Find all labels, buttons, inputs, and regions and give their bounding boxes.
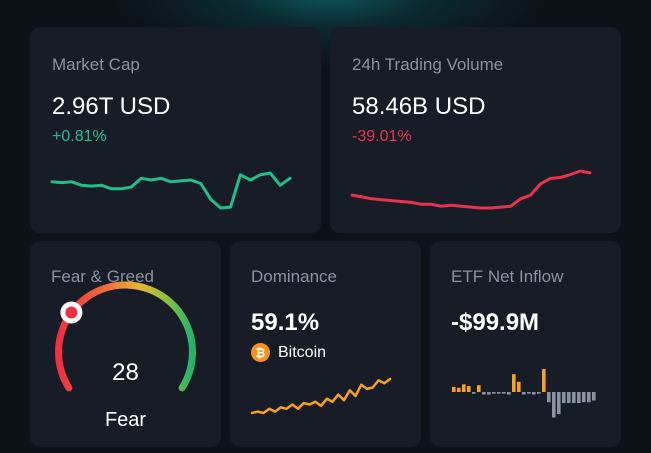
etf-bar — [507, 392, 511, 395]
etf-bar — [572, 392, 576, 404]
etf-bar — [527, 392, 531, 394]
volume-card[interactable]: 24h Trading Volume 58.46B USD -39.01% — [330, 27, 621, 233]
dominance-coin-name: Bitcoin — [278, 343, 327, 361]
etf-bar — [497, 392, 501, 394]
etf-bar — [462, 384, 466, 392]
bitcoin-icon: ₿ — [251, 343, 270, 362]
fear-greed-label: Fear & Greed — [51, 267, 154, 286]
etf-bar — [457, 387, 461, 392]
etf-card[interactable]: ETF Net Inflow -$99.9M — [430, 241, 621, 447]
etf-bar — [472, 392, 476, 394]
etf-label: ETF Net Inflow — [451, 267, 564, 286]
etf-bar — [522, 392, 526, 395]
fear-greed-gauge — [55, 281, 196, 392]
volume-label: 24h Trading Volume — [352, 55, 504, 74]
etf-bar — [537, 392, 541, 394]
etf-bar — [532, 392, 536, 395]
market-cap-card[interactable]: Market Cap 2.96T USD +0.81% — [30, 27, 321, 233]
dominance-sparkline — [250, 377, 392, 415]
etf-value: -$99.9M — [451, 309, 540, 336]
etf-bar — [587, 392, 591, 403]
etf-bar — [542, 369, 546, 392]
etf-bar — [517, 381, 521, 392]
etf-bar — [502, 392, 506, 394]
volume-sparkline — [350, 169, 592, 210]
etf-flow-chart — [452, 369, 596, 418]
etf-bar — [492, 392, 496, 394]
volume-change: -39.01% — [352, 128, 412, 145]
etf-bar — [562, 392, 566, 404]
dominance-value: 59.1% — [251, 309, 320, 336]
etf-bar — [452, 386, 456, 392]
market-cap-change: +0.81% — [52, 128, 107, 145]
market-cap-value: 2.96T USD — [52, 93, 171, 120]
etf-bar — [567, 392, 571, 404]
etf-bar — [557, 392, 561, 415]
fear-greed-index: 28 — [112, 359, 139, 386]
market-cap-sparkline — [50, 171, 292, 210]
etf-bar — [487, 392, 491, 395]
market-cap-label: Market Cap — [52, 55, 140, 74]
etf-bar — [482, 392, 486, 395]
etf-bar — [582, 392, 586, 403]
fear-greed-sentiment: Fear — [104, 409, 147, 431]
etf-bar — [477, 385, 481, 392]
etf-bar — [552, 392, 556, 418]
etf-bar — [592, 392, 596, 401]
etf-bar — [467, 386, 471, 392]
etf-bar — [547, 392, 551, 403]
etf-bar — [512, 374, 516, 392]
dominance-label: Dominance — [251, 267, 337, 286]
dominance-card[interactable]: Dominance 59.1% ₿ Bitcoin — [230, 241, 421, 447]
volume-value: 58.46B USD — [352, 93, 486, 120]
etf-bar — [577, 392, 581, 404]
dominance-coin: ₿ Bitcoin — [251, 343, 326, 362]
fear-greed-card[interactable]: Fear & Greed 28 Fear — [30, 241, 221, 447]
